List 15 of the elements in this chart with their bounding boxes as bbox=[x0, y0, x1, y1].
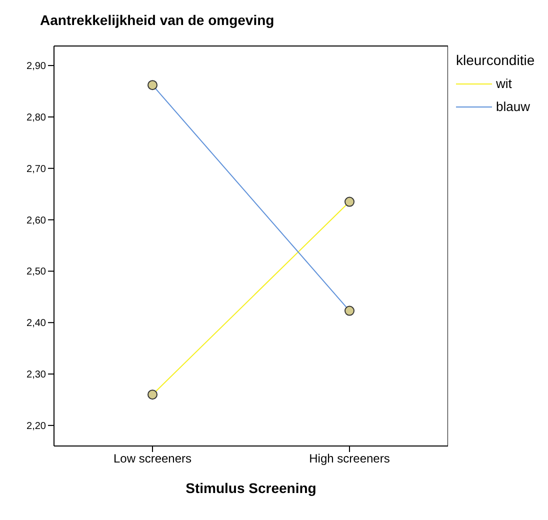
x-axis-title: Stimulus Screening bbox=[184, 480, 318, 496]
legend-title: kleurconditie bbox=[456, 52, 535, 68]
y-tick-label: 2,80 bbox=[26, 112, 46, 124]
y-tick-label: 2,90 bbox=[26, 61, 46, 72]
x-tick-label: High screeners bbox=[309, 452, 390, 466]
legend-label: wit bbox=[496, 76, 512, 91]
legend-label: blauw bbox=[496, 99, 530, 114]
y-tick-label: 2,20 bbox=[26, 420, 46, 432]
y-tick-label: 2,70 bbox=[26, 164, 46, 175]
y-tick-label: 2,40 bbox=[26, 318, 46, 330]
y-tick-label: 2,50 bbox=[26, 266, 46, 278]
x-tick-label: Low screeners bbox=[113, 452, 192, 466]
chart-title: Aantrekkelijkheid van de omgeving bbox=[40, 12, 274, 28]
y-tick-label: 2,30 bbox=[26, 370, 46, 381]
y-tick-label: 2,60 bbox=[26, 215, 46, 226]
